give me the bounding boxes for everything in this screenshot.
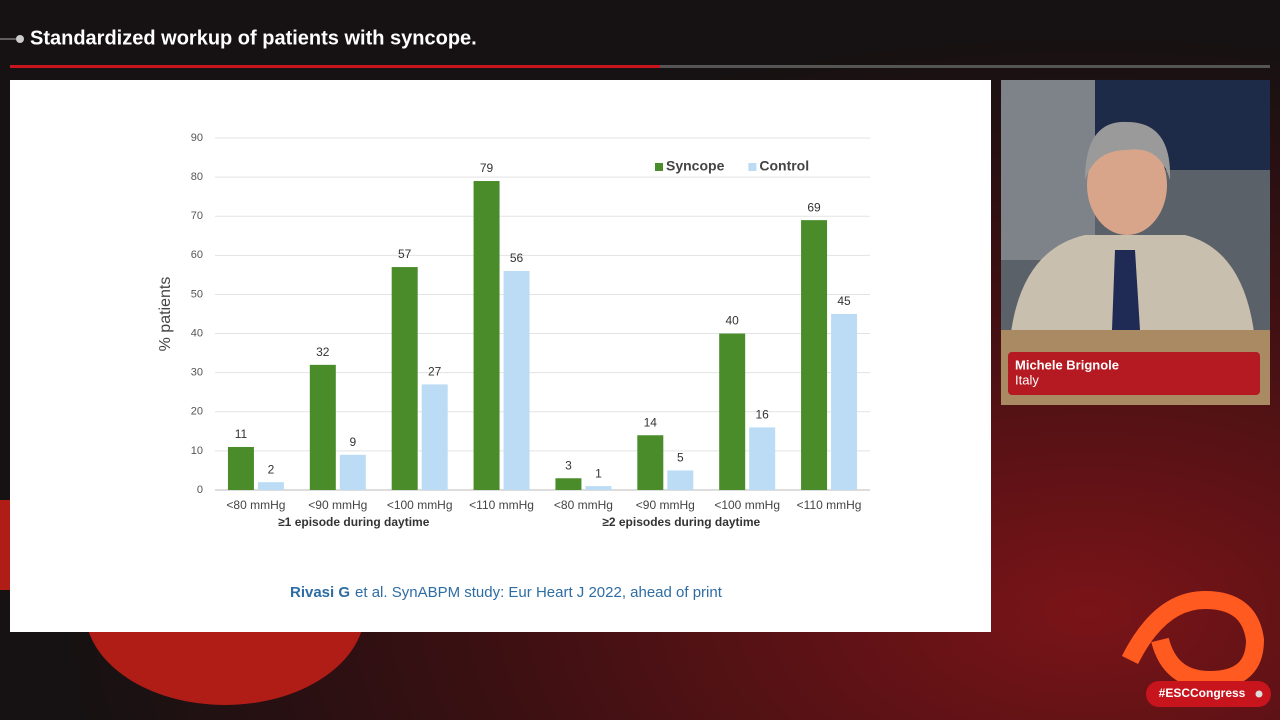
bar [831,314,858,490]
x-tick-label: <80 mmHg [226,498,285,512]
y-tick-label: 40 [191,327,203,339]
bar [749,427,776,490]
x-tick-label: <100 mmHg [714,498,780,512]
bar [339,454,366,490]
speaker-tie [1112,250,1140,335]
group-label: ≥1 episode during daytime [278,515,430,529]
group-label: ≥2 episodes during daytime [602,515,760,529]
value-label: 57 [398,247,412,261]
bar [667,470,694,490]
speaker-head [1087,135,1167,235]
y-tick-label: 30 [191,367,203,379]
logo [1121,590,1265,690]
bar [227,446,254,490]
value-label: 9 [349,435,356,449]
value-label: 45 [837,294,851,308]
legend-label: Syncope [666,158,725,174]
bar [503,270,530,490]
x-tick-label: <110 mmHg [797,498,862,512]
value-label: 2 [268,462,275,476]
bar [801,220,828,490]
header-dot [16,35,24,43]
legend-swatch [748,163,757,171]
legend-swatch [655,163,663,171]
legend-label: Control [759,158,809,174]
value-label: 1 [595,466,602,480]
speaker-hair [1085,121,1171,180]
y-tick-label: 50 [191,288,203,300]
citation: Rivasi G et al. SynABPM study: Eur Heart … [290,584,723,601]
value-label: 14 [644,415,658,429]
y-tick-label: 0 [197,484,203,496]
bar [585,486,612,490]
y-tick-label: 60 [191,249,203,261]
y-axis-label: % patients [157,277,174,352]
value-label: 5 [677,451,684,465]
decor-edge [0,500,10,590]
bar [309,364,336,490]
y-tick-label: 80 [191,171,203,183]
y-tick-label: 20 [191,406,203,418]
bar [555,478,582,490]
y-tick-label: 90 [191,132,203,144]
y-tick-label: 70 [191,210,203,222]
video-wall [1001,80,1095,260]
x-tick-label: <110 mmHg [469,498,534,512]
citation-rest: et al. SynABPM study: Eur Heart J 2022, … [355,584,723,601]
hashtag-pill [1146,681,1271,707]
bar [719,333,746,490]
value-label: 11 [235,427,248,441]
value-label: 40 [726,314,740,328]
slide [10,80,991,632]
bar [473,181,500,490]
header-title: Standardized workup of patients with syn… [30,27,477,49]
speaker-name: Michele Brignole [1015,357,1119,372]
value-label: 56 [510,251,524,265]
progress-bar [10,65,660,68]
bar [421,384,448,490]
citation-author: Rivasi G [290,584,350,601]
hashtag-dot [1255,690,1263,698]
speaker-country: Italy [1015,372,1039,387]
y-tick-label: 10 [191,445,203,457]
chart: 0 10 20 30 40 50 60 70 80 90 % patients <80 mmHg 11 2… [157,132,870,529]
bar [637,435,664,490]
value-label: 79 [480,161,494,175]
bar [391,267,418,490]
hashtag: #ESCCongress [1159,686,1246,700]
x-tick-label: <80 mmHg [554,498,613,512]
value-label: 32 [316,345,330,359]
value-label: 16 [756,408,770,422]
value-label: 3 [565,458,572,472]
x-tick-label: <90 mmHg [308,498,367,512]
value-label: 27 [428,365,442,379]
speaker-video: Michele Brignole Italy [1001,80,1270,405]
x-tick-label: <100 mmHg [387,498,453,512]
bar [257,482,284,490]
name-box [1008,352,1260,395]
value-label: 69 [807,200,821,214]
x-tick-label: <90 mmHg [636,498,695,512]
